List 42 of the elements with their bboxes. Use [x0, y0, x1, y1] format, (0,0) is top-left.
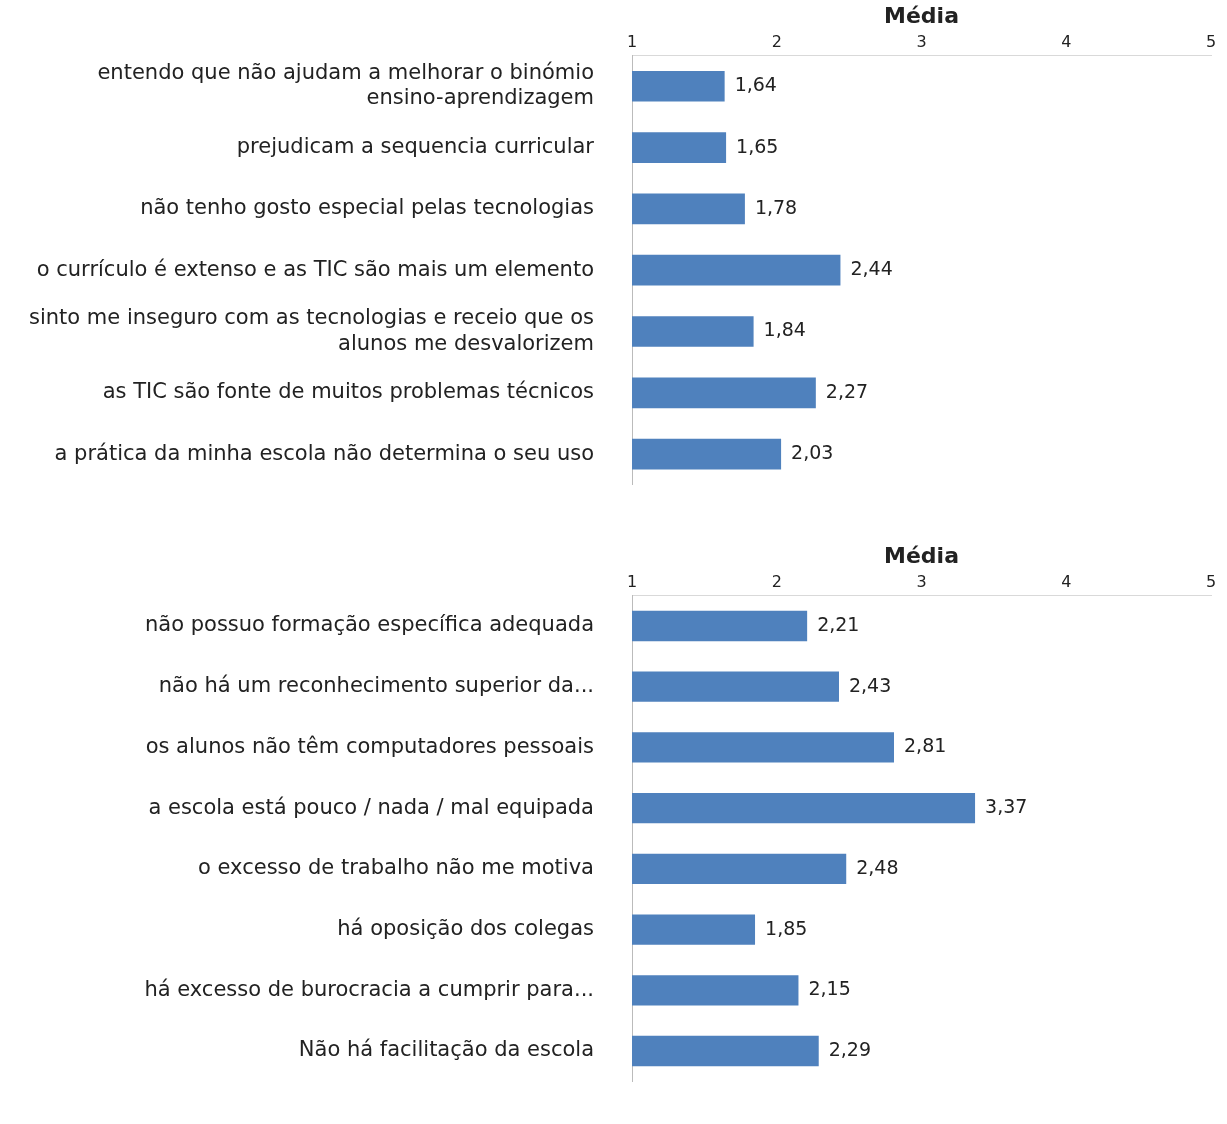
- y-tick-label: entendo que não ajudam a melhorar o binómio ensino-aprendizagem: [97, 60, 594, 110]
- data-label: 2,44: [850, 257, 893, 280]
- x-tick-label: 1: [626, 572, 638, 592]
- data-label: 1,65: [736, 134, 779, 157]
- y-tick-label: a escola está pouco / nada / mal equipada: [148, 794, 594, 819]
- x-tick-label: 2: [771, 572, 782, 592]
- data-label: 1,78: [754, 195, 798, 218]
- x-axis-title: Média: [884, 2, 959, 28]
- data-label: 2,03: [791, 441, 834, 464]
- data-label: 1,85: [765, 916, 808, 939]
- x-tick-label: 1: [626, 32, 638, 52]
- y-tick-label: os alunos não têm computadores pessoais: [145, 733, 594, 758]
- x-tick-label: 2: [771, 32, 782, 52]
- y-tick-label: a prática da minha escola não determina o seu uso: [54, 440, 594, 465]
- data-label: 2,48: [856, 855, 899, 878]
- y-tick-label: o excesso de trabalho não me motiva: [198, 855, 594, 880]
- y-tick-label: há oposição dos colegas: [337, 916, 594, 941]
- y-tick-label: não possuo formação específica adequada: [145, 612, 594, 637]
- x-tick-label: 5: [1205, 572, 1217, 592]
- x-tick-label: 3: [916, 32, 927, 52]
- y-tick-label: Não há facilitação da escola: [298, 1037, 594, 1062]
- y-tick-label: não tenho gosto especial pelas tecnologias: [140, 195, 594, 220]
- x-axis-title: Média: [884, 542, 959, 568]
- data-label: 1,84: [763, 318, 806, 341]
- data-label: 2,29: [828, 1037, 872, 1060]
- y-tick-label: sinto me inseguro com as tecnologias e receio que os alunos me desvalorizem: [29, 305, 594, 355]
- y-tick-label: não há um reconhecimento superior da...: [158, 673, 594, 698]
- x-tick-label: 3: [916, 572, 927, 592]
- data-label: 3,37: [985, 795, 1028, 818]
- y-tick-label: as TIC são fonte de muitos problemas técnicos: [102, 379, 594, 404]
- data-label: 2,43: [848, 673, 892, 696]
- y-tick-label: prejudicam a sequencia curricular: [236, 134, 595, 159]
- data-label: 2,27: [825, 379, 869, 402]
- y-tick-label: há excesso de burocracia a cumprir para...: [144, 976, 594, 1001]
- data-label: 1,64: [734, 73, 777, 96]
- x-tick-label: 5: [1205, 32, 1217, 52]
- data-label: 2,21: [817, 612, 860, 635]
- x-tick-label: 4: [1061, 32, 1072, 52]
- y-tick-label: o currículo é extenso e as TIC são mais um elemento: [36, 256, 594, 281]
- data-label: 2,81: [904, 734, 947, 757]
- x-tick-label: 4: [1061, 572, 1072, 592]
- data-label: 2,15: [808, 977, 851, 1000]
